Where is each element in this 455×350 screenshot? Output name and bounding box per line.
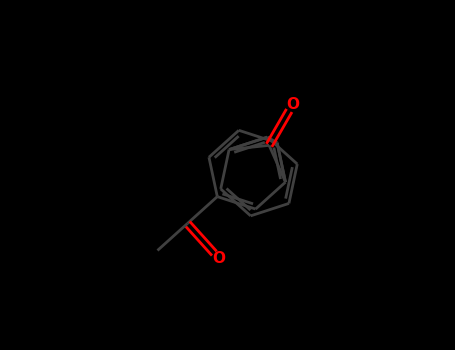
Text: O: O [212,251,226,266]
Text: O: O [286,97,299,112]
